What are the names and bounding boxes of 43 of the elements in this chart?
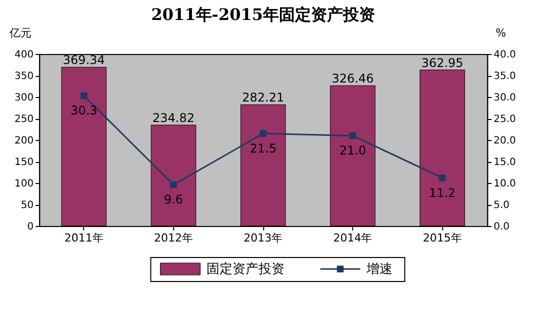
y2-tick-label: 10.0 (494, 178, 516, 190)
x-tick-label: 2012年 (154, 232, 194, 244)
y-tick-label: 50 (20, 200, 34, 211)
y2-tick-label: 15.0 (494, 157, 516, 168)
y2-tick-label: 35.0 (494, 71, 516, 82)
legend-label: 增速 (365, 262, 392, 277)
point (170, 181, 177, 188)
point (438, 174, 446, 182)
point (349, 132, 356, 140)
point (260, 130, 266, 137)
x-tick-label: 2013年 (244, 232, 283, 244)
y-tick-label: 0 (27, 222, 34, 232)
x-tick-label: 2011年 (64, 232, 104, 244)
y2-tick-label: 25.0 (494, 114, 516, 125)
y-tick-label: 250 (14, 114, 34, 125)
data-label: 369.34 (62, 53, 105, 68)
x-tick-label: 2014年 (333, 232, 372, 244)
y2-tick-label: 40.0 (494, 50, 516, 60)
data-label: 11.2 (428, 186, 456, 200)
data-label: 362.95 (421, 56, 464, 70)
y-tick-label: 400 (14, 50, 34, 60)
y-tick-label: 300 (14, 92, 34, 104)
chart-title: 2011年-2015年固定资产投资 (151, 5, 375, 24)
data-label: 326.46 (332, 72, 374, 86)
data-label: 21.5 (250, 142, 276, 156)
data-label: 234.82 (152, 111, 195, 126)
y-tick-label: 100 (14, 178, 34, 190)
y2-tick-label: 30.0 (494, 92, 516, 104)
data-label: 21.0 (339, 144, 366, 158)
data-label: 30.3 (70, 104, 98, 118)
x-tick-label: 2015年 (422, 232, 462, 244)
point (80, 92, 88, 100)
y2-axis-title: % (496, 26, 506, 40)
y-tick-label: 200 (14, 136, 34, 146)
legend-label: 固定资产投资 (206, 262, 284, 277)
y-tick-label: 150 (14, 157, 34, 168)
y2-tick-label: 0.0 (494, 222, 510, 232)
data-label: 9.6 (164, 192, 184, 207)
data-label: 282.21 (242, 90, 284, 105)
y-tick-label: 350 (14, 71, 34, 82)
y2-tick-label: 5.0 (494, 200, 510, 211)
y2-tick-label: 20.0 (494, 136, 516, 146)
y-axis-title: 亿元 (8, 26, 32, 40)
